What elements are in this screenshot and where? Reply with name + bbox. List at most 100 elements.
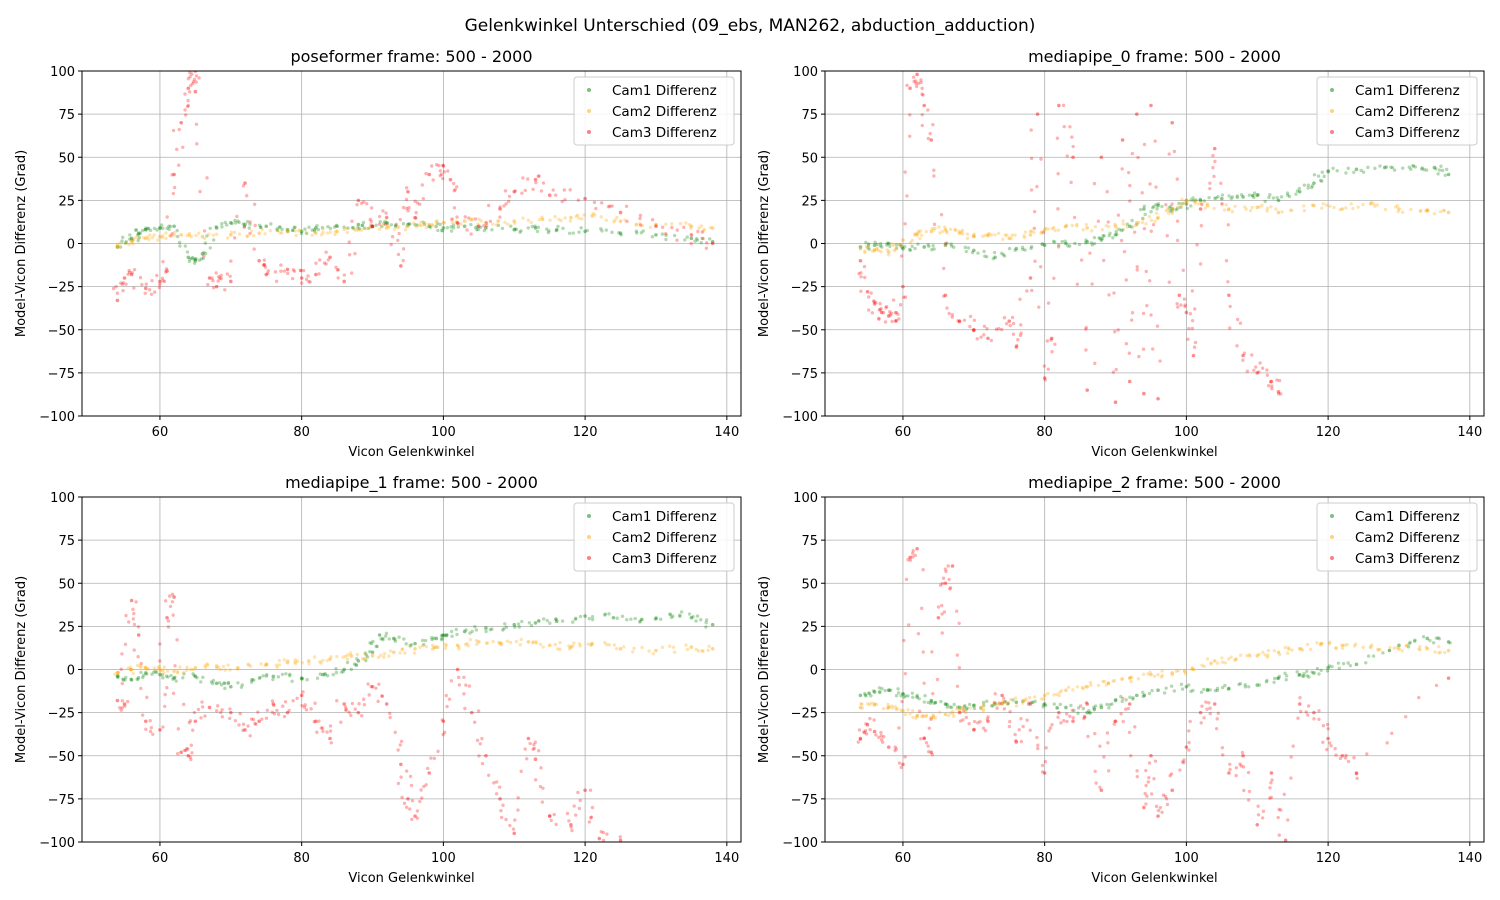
x-tick-label: 140 (714, 425, 739, 440)
series-1-point (252, 678, 256, 682)
series-1-point (1178, 205, 1183, 210)
series-1-point (1092, 235, 1097, 240)
series-3-point (888, 310, 892, 314)
series-1-point (866, 245, 870, 250)
series-3-point (270, 710, 275, 715)
series-3-point (353, 707, 357, 711)
legend-marker (587, 514, 591, 518)
series-2-point (298, 228, 302, 232)
series-3-point (905, 83, 909, 88)
series-3-point (445, 704, 449, 709)
series-3-point (894, 319, 898, 323)
series-3-point (179, 750, 184, 755)
series-2-point (1244, 207, 1248, 211)
series-3-point (1122, 249, 1127, 254)
series-2-point (1442, 208, 1446, 213)
series-2-point (1328, 204, 1332, 208)
series-1-point (300, 676, 305, 681)
series-3-point (494, 792, 499, 796)
series-1-point (1052, 702, 1056, 706)
series-3-point (867, 308, 871, 312)
series-3-point (286, 271, 290, 276)
series-1-point (638, 620, 642, 624)
series-1-point (952, 702, 956, 707)
series-3-point (1246, 770, 1251, 775)
series-1-point (671, 614, 675, 618)
series-1-point (378, 220, 382, 224)
series-3-point (1029, 128, 1033, 132)
y-tick-label: 0 (810, 238, 818, 253)
series-3-point (899, 765, 904, 770)
series-3-point (455, 185, 459, 189)
series-1-point (1373, 166, 1377, 171)
series-2-point (567, 647, 572, 651)
series-2-point (945, 229, 949, 233)
series-3-point (398, 743, 402, 747)
series-3-point (369, 684, 373, 689)
series-3-point (1092, 181, 1097, 186)
series-1-point (192, 261, 197, 265)
series-3-point (943, 241, 948, 246)
series-3-point (1334, 753, 1338, 757)
series-3-point (511, 827, 516, 831)
series-1-point (299, 229, 304, 234)
series-2-point (312, 655, 317, 659)
series-3-point (985, 327, 989, 331)
series-1-point (350, 225, 355, 230)
series-3-point (129, 272, 134, 277)
series-3-point (176, 751, 180, 756)
series-2-point (1361, 202, 1365, 207)
series-1-point (1002, 254, 1007, 258)
series-2-point (377, 227, 382, 231)
series-3-point (1071, 716, 1076, 720)
series-2-point (335, 229, 339, 234)
y-tick-label: 100 (50, 65, 75, 80)
series-3-point (120, 282, 125, 286)
series-2-point (933, 226, 937, 231)
series-1-point (983, 254, 987, 258)
series-3-point (897, 317, 901, 321)
series-2-point (403, 228, 408, 232)
series-1-point (271, 677, 275, 682)
series-3-point (285, 710, 290, 715)
series-1-point (115, 674, 120, 679)
series-1-point (288, 674, 292, 678)
series-2-point (1369, 643, 1374, 647)
series-2-point (172, 230, 177, 235)
series-3-point (1126, 170, 1131, 175)
legend-marker (1330, 535, 1334, 539)
series-3-point (165, 615, 169, 620)
series-3-point (1169, 772, 1174, 776)
series-2-point (1388, 645, 1392, 650)
series-1-point (949, 242, 953, 246)
series-3-point (216, 704, 220, 708)
series-3-point (477, 754, 481, 758)
series-3-point (1268, 796, 1272, 800)
series-3-point (1242, 351, 1247, 355)
series-1-point (1413, 165, 1417, 169)
series-3-point (940, 612, 944, 616)
series-2-point (929, 716, 934, 720)
series-3-point (477, 224, 481, 229)
series-1-point (335, 224, 339, 229)
series-1-point (695, 614, 700, 618)
series-1-point (143, 227, 147, 232)
series-3-point (1276, 815, 1280, 820)
series-2-point (938, 710, 942, 714)
series-3-point (165, 215, 169, 219)
series-3-point (926, 750, 931, 754)
series-3-point (257, 719, 261, 724)
series-2-point (135, 663, 140, 668)
y-tick-label: −25 (48, 281, 75, 296)
series-3-point (388, 715, 392, 720)
series-2-point (1383, 207, 1388, 212)
y-tick-label: −100 (782, 410, 818, 425)
series-3-point (404, 197, 409, 202)
series-1-point (991, 704, 995, 708)
series-3-point (1116, 213, 1121, 217)
series-3-point (924, 741, 929, 745)
series-1-point (1257, 683, 1262, 687)
series-3-point (1035, 112, 1040, 116)
series-3-point (512, 831, 517, 836)
series-3-point (894, 318, 898, 323)
